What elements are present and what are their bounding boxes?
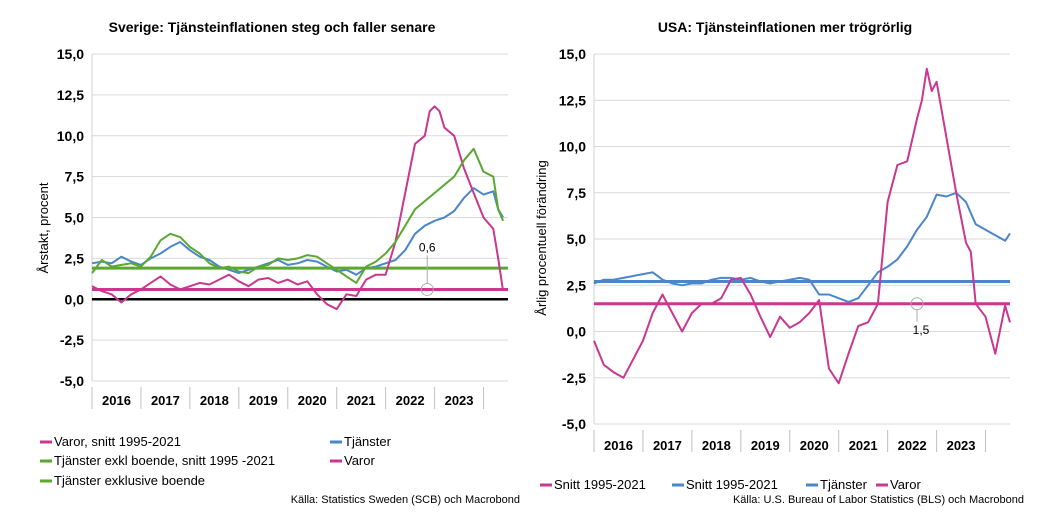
left-chart-title: Sverige: Tjänsteinflationen steg och fal… <box>109 19 436 35</box>
y-tick-label: 7,5 <box>567 185 587 201</box>
annotation-label: 0,6 <box>419 240 436 254</box>
y-tick-label: 7,5 <box>65 169 85 185</box>
y-tick-label: 0,0 <box>567 324 587 340</box>
right-y-axis-label: Årlig procentuell förändring <box>534 160 549 315</box>
x-tick-label: 2016 <box>604 438 633 453</box>
y-tick-label: 15,0 <box>559 46 586 62</box>
annotation-label: 1,5 <box>913 323 930 337</box>
y-tick-label: 5,0 <box>65 210 85 226</box>
legend-label: Tjänster <box>820 477 868 492</box>
y-tick-label: 15,0 <box>57 46 84 62</box>
x-tick-label: 2019 <box>751 438 780 453</box>
x-tick-label: 2020 <box>800 438 829 453</box>
series-line-varor <box>593 67 1011 385</box>
legend-label: Varor <box>344 453 375 468</box>
left-chart: Sverige: Tjänsteinflationen steg och fal… <box>36 19 520 506</box>
series-line-varor <box>91 105 505 311</box>
x-tick-label: 2016 <box>102 393 131 408</box>
x-tick-label: 2023 <box>947 438 976 453</box>
legend-label: Snitt 1995-2021 <box>554 477 646 492</box>
legend-label: Tjänster exkl boende, snitt 1995 -2021 <box>54 453 275 468</box>
legend-label: Tjänster exklusive boende <box>54 473 205 488</box>
x-tick-label: 2022 <box>396 393 425 408</box>
right-chart: USA: Tjänsteinflationen mer trögrörlig Å… <box>534 19 1024 506</box>
x-tick-label: 2018 <box>702 438 731 453</box>
y-tick-label: -2,5 <box>562 370 586 386</box>
x-tick-label: 2017 <box>653 438 682 453</box>
legend-label: Varor, snitt 1995-2021 <box>54 434 181 449</box>
series-line-tjänster <box>593 191 1011 303</box>
left-source-note: Källa: Statistics Sweden (SCB) och Macro… <box>291 494 520 506</box>
y-tick-label: 10,0 <box>57 128 84 144</box>
x-tick-label: 2018 <box>200 393 229 408</box>
y-tick-label: -2,5 <box>60 332 84 348</box>
y-tick-label: 2,5 <box>567 277 587 293</box>
y-tick-label: 2,5 <box>65 250 85 266</box>
y-tick-label: 0,0 <box>65 291 85 307</box>
x-tick-label: 2021 <box>849 438 878 453</box>
legend-label: Tjänster <box>344 434 392 449</box>
left-y-axis-label: Årstakt, procent <box>36 182 51 273</box>
y-tick-label: 5,0 <box>567 231 587 247</box>
x-tick-label: 2022 <box>898 438 927 453</box>
right-chart-title: USA: Tjänsteinflationen mer trögrörlig <box>658 19 912 35</box>
y-tick-label: 10,0 <box>559 139 586 155</box>
y-tick-label: 12,5 <box>57 87 84 103</box>
right-source-note: Källa: U.S. Bureau of Labor Statistics (… <box>733 494 1024 506</box>
y-tick-label: 12,5 <box>559 92 586 108</box>
y-tick-label: -5,0 <box>562 416 586 432</box>
x-tick-label: 2021 <box>347 393 376 408</box>
series-line-tjänster-exklusive-boende <box>91 147 505 284</box>
x-tick-label: 2023 <box>445 393 474 408</box>
series-line-tjänster <box>91 187 504 276</box>
y-tick-label: -5,0 <box>60 373 84 389</box>
legend-label: Varor <box>890 477 921 492</box>
legend-label: Snitt 1995-2021 <box>686 477 778 492</box>
x-tick-label: 2020 <box>298 393 327 408</box>
x-tick-label: 2019 <box>249 393 278 408</box>
x-tick-label: 2017 <box>151 393 180 408</box>
